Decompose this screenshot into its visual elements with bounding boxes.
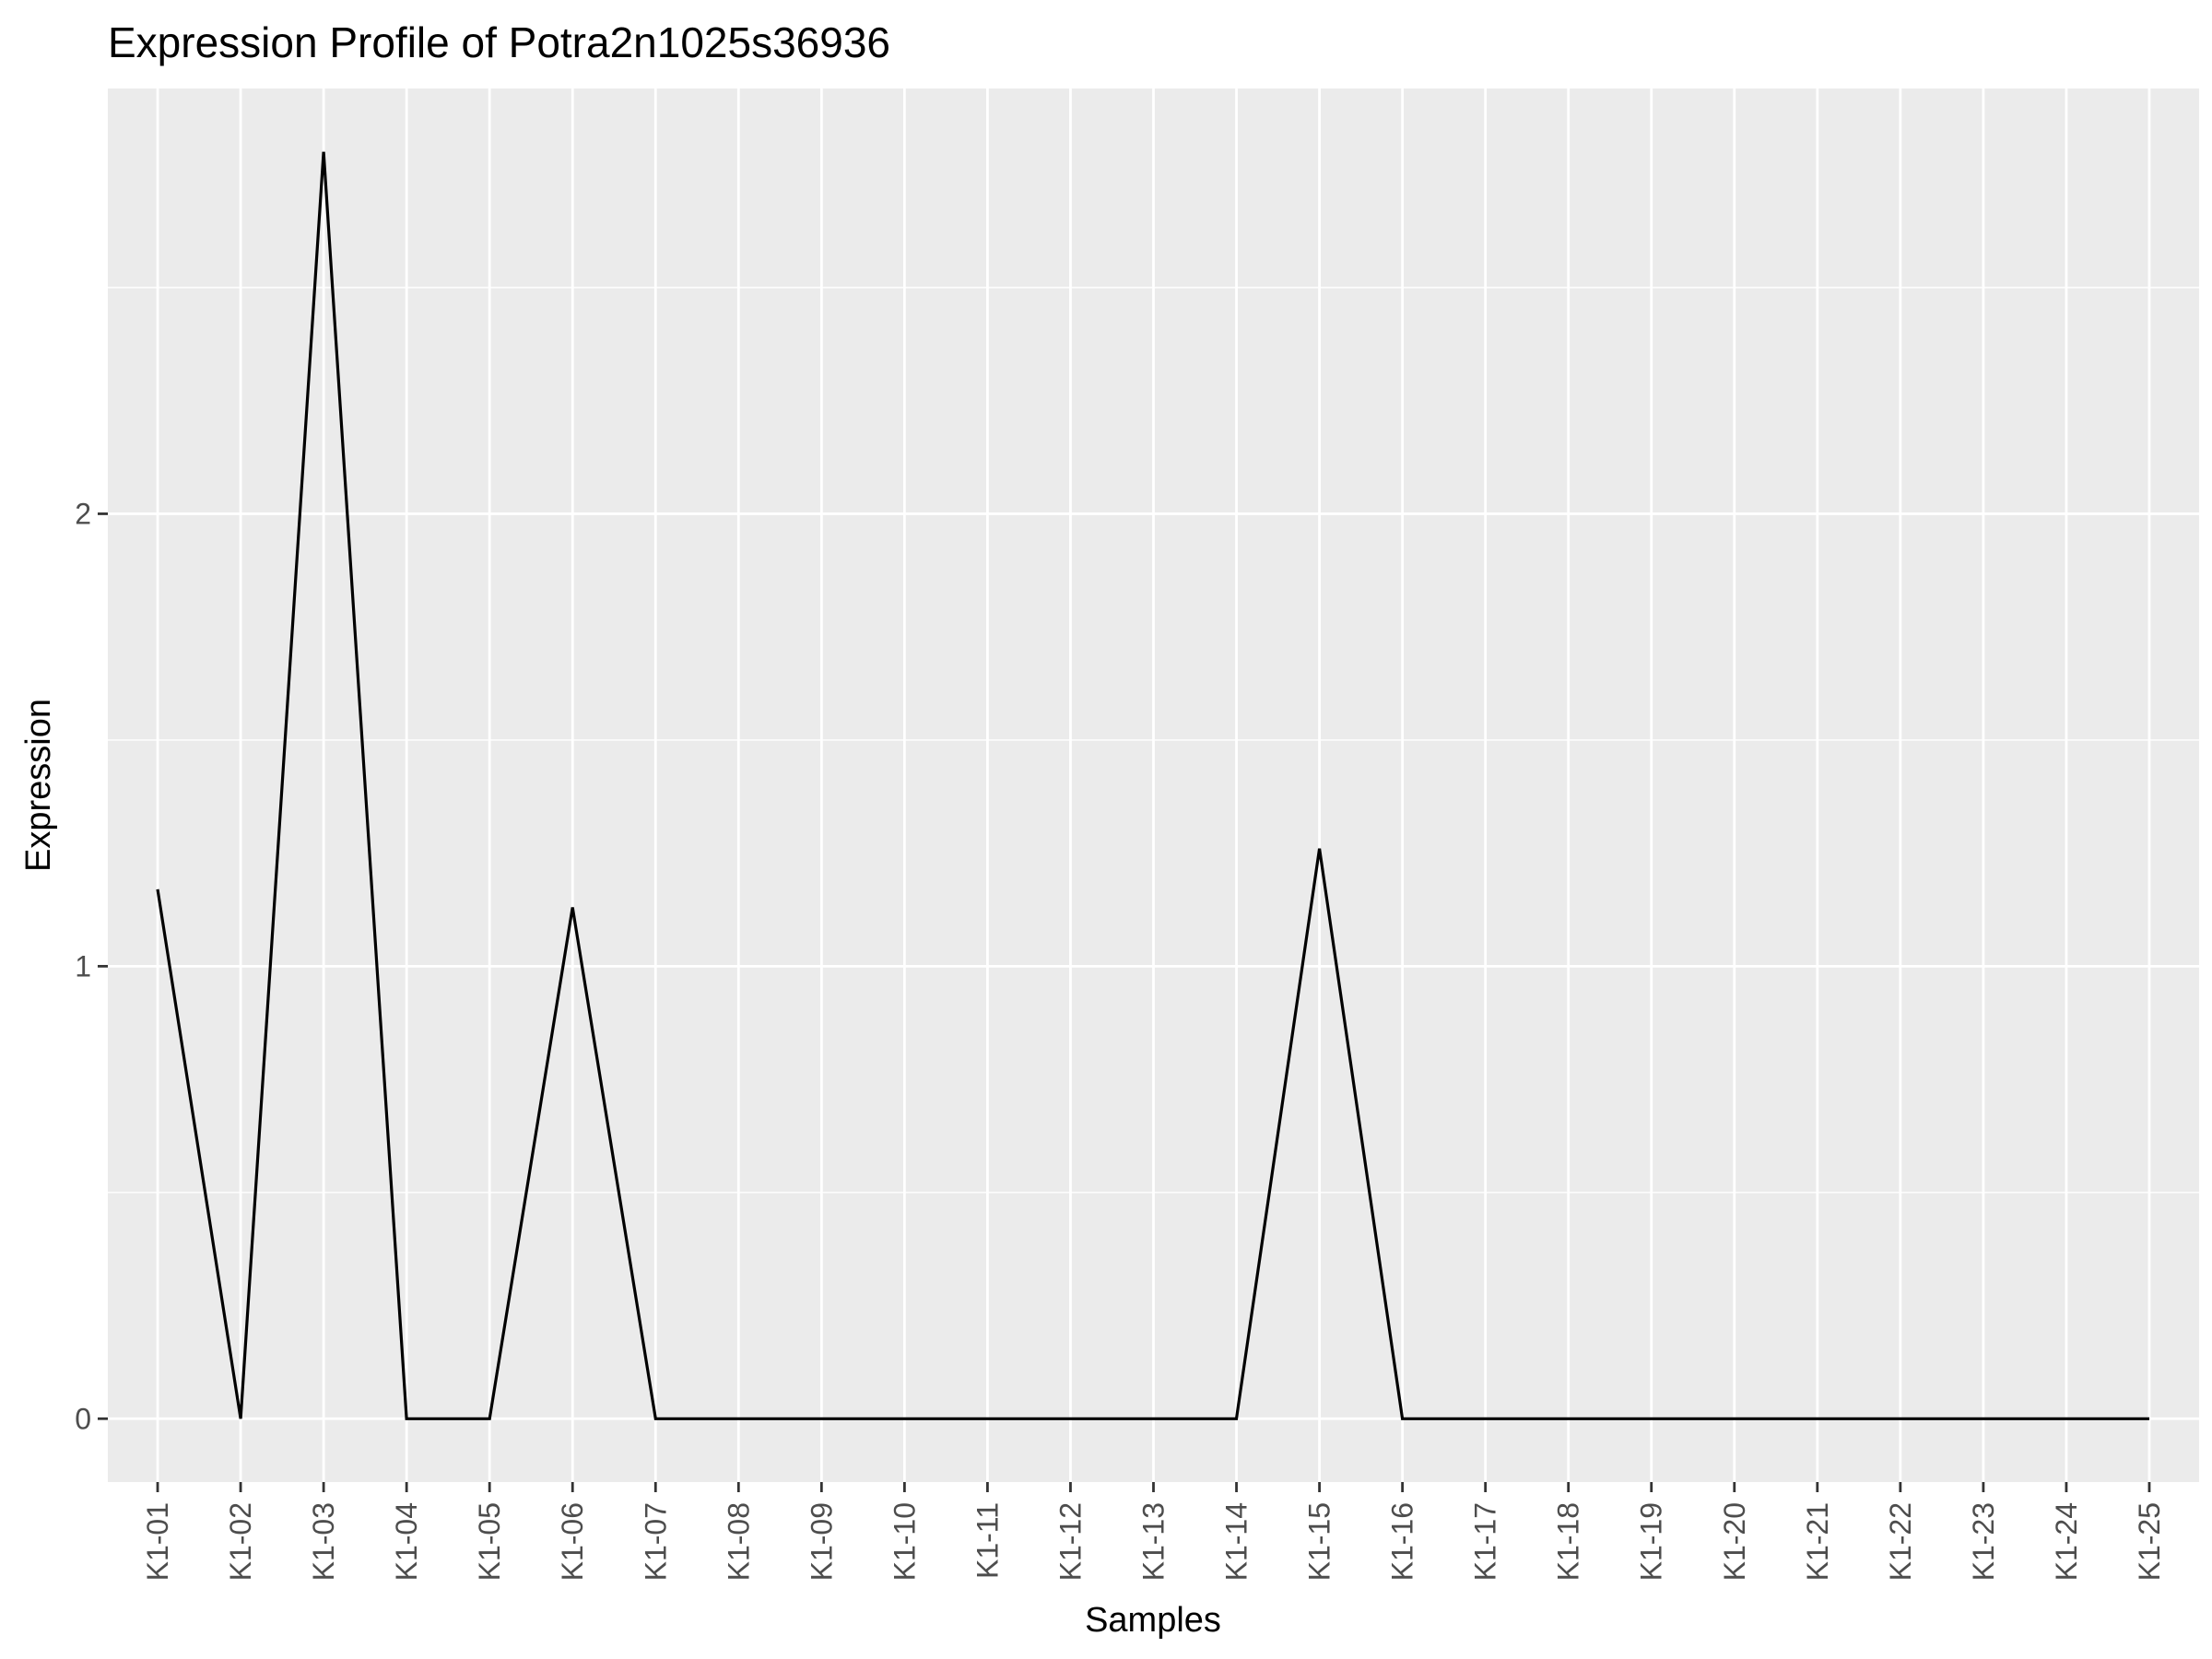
x-tick-label: K1-05 <box>473 1502 506 1581</box>
y-tick-label: 0 <box>75 1402 91 1435</box>
x-tick-label: K1-01 <box>141 1502 174 1581</box>
x-axis: K1-01 K1-02 K1-03 K1-04 K1-05 K1-06 K1-07 K1-08… <box>141 1482 2166 1581</box>
chart-title: Expression Profile of Potra2n1025s36936 <box>108 18 890 66</box>
y-axis: 0 1 2 <box>75 497 108 1435</box>
x-tick-label: K1-24 <box>2050 1502 2083 1581</box>
x-axis-title: Samples <box>1085 1601 1221 1640</box>
x-tick-label: K1-13 <box>1137 1502 1171 1581</box>
x-tick-label: K1-17 <box>1469 1502 1502 1581</box>
x-tick-label: K1-19 <box>1635 1502 1668 1581</box>
x-tick-label: K1-04 <box>390 1502 423 1581</box>
x-tick-label: K1-18 <box>1552 1502 1585 1581</box>
x-tick-label: K1-10 <box>888 1502 921 1581</box>
x-tick-label: K1-02 <box>224 1502 257 1581</box>
x-tick-label: K1-20 <box>1718 1502 1751 1581</box>
y-axis-title: Expression <box>19 699 58 872</box>
x-tick-label: K1-06 <box>556 1502 589 1581</box>
series-layer <box>156 151 2149 1420</box>
x-tick-label: K1-08 <box>722 1502 755 1581</box>
x-tick-label: K1-23 <box>1967 1502 2000 1581</box>
y-tick-label: 1 <box>75 949 91 982</box>
x-tick-label: K1-25 <box>2133 1502 2166 1581</box>
x-tick-label: K1-22 <box>1884 1502 1917 1581</box>
x-tick-label: K1-03 <box>307 1502 340 1581</box>
x-tick-label: K1-21 <box>1801 1502 1834 1581</box>
x-tick-label: K1-11 <box>971 1502 1004 1579</box>
x-tick-label: K1-15 <box>1303 1502 1336 1581</box>
x-tick-label: K1-16 <box>1386 1502 1419 1581</box>
x-tick-label: K1-14 <box>1220 1502 1253 1581</box>
major-gridlines <box>108 88 2199 1482</box>
x-tick-label: K1-09 <box>805 1502 838 1581</box>
x-tick-label: K1-07 <box>639 1502 672 1581</box>
y-tick-label: 2 <box>75 497 91 530</box>
expression-line <box>156 151 2149 1420</box>
x-tick-label: K1-12 <box>1054 1502 1088 1581</box>
